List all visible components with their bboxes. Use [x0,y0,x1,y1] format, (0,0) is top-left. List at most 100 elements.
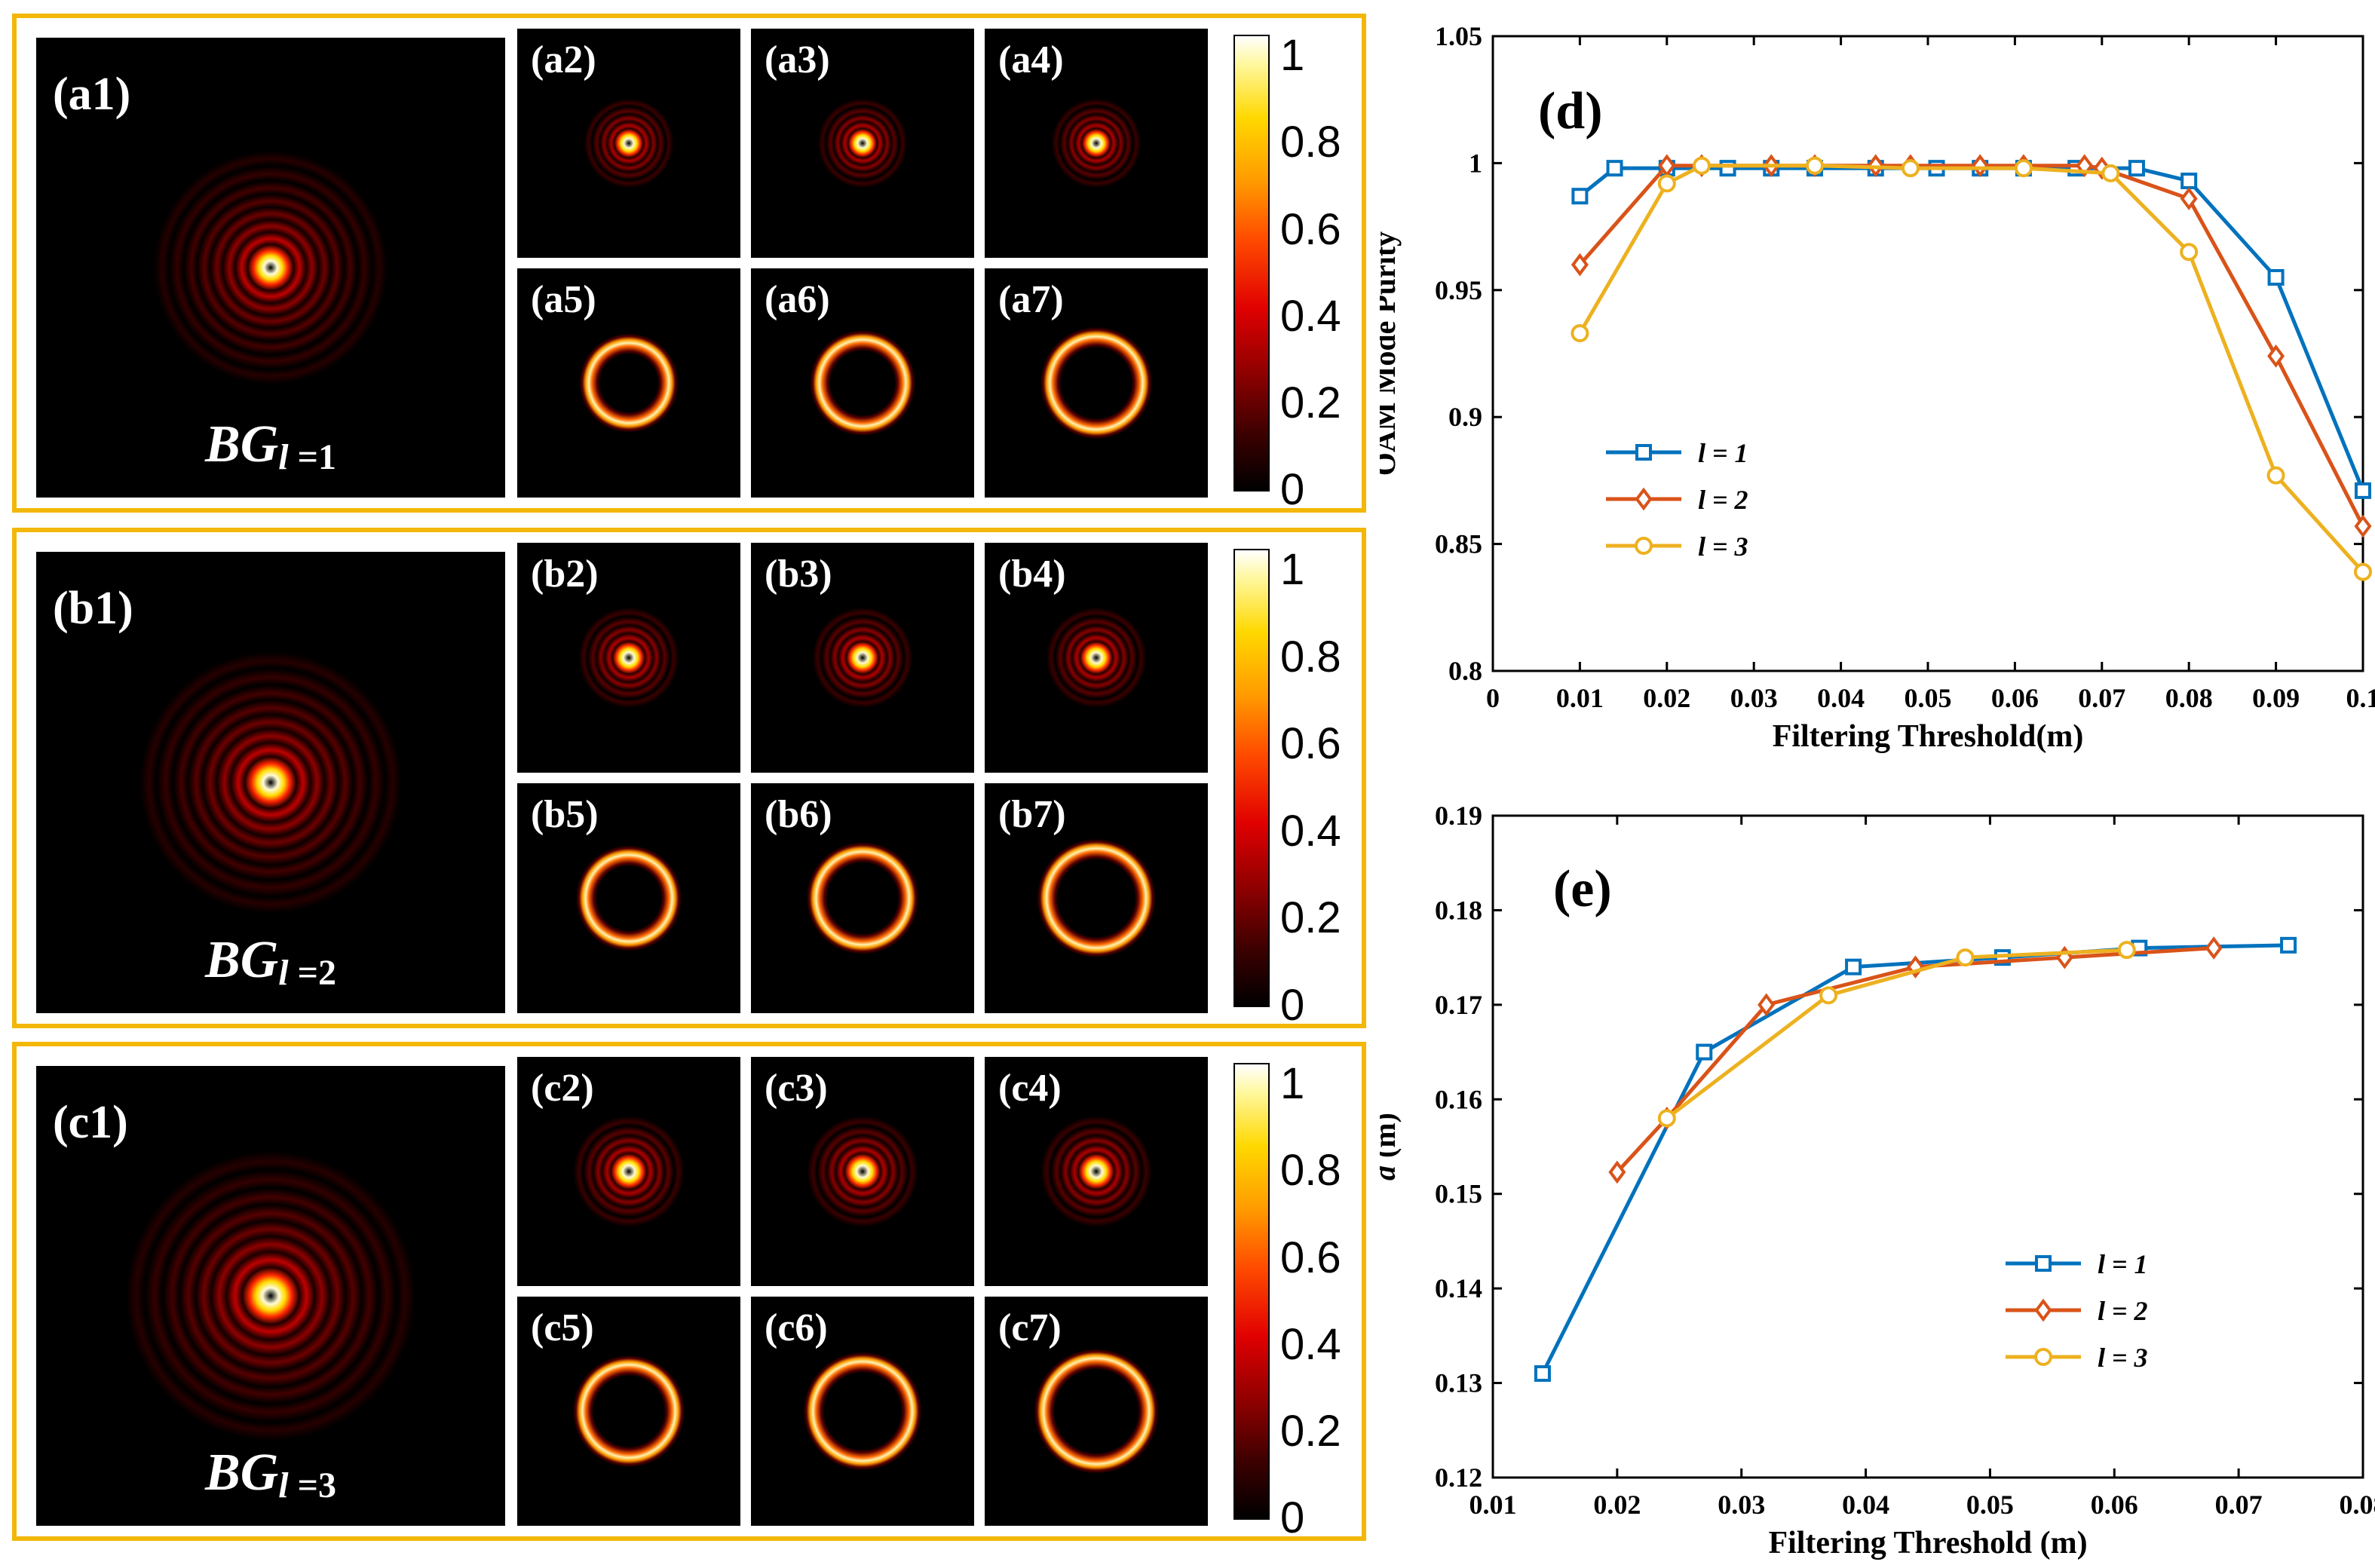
x-tick-label: 0.01 [1469,1490,1517,1520]
panel-b5: (b5) [517,783,740,1013]
marker-circle [1635,537,1653,555]
y-axis-label-var: d [1380,1165,1402,1181]
bg-subscript-value: =3 [297,1465,336,1505]
marker-circle [1901,159,1920,178]
panel-b6: (b6) [751,783,974,1013]
panel-group-b: (b1) BGl =2 (b2) (b3) (b4) (b5) (b6) (b7) 1 0.8 0.… [12,528,1366,1030]
panel-a2: (a2) [517,29,740,258]
marker-diamond [1758,993,1776,1017]
y-axis-label-unit: (m) [1380,1113,1402,1165]
panel-c4: (c4) [985,1057,1208,1286]
legend-item: l = 2 [2006,1296,2148,1326]
y-tick-label: 0.85 [1435,529,1482,559]
panel-a1: (a1) BGl =1 [36,38,505,498]
x-tick-label: 0.04 [1842,1490,1889,1520]
marker-circle [1956,948,1975,967]
marker-circle [2014,159,2033,178]
bg-subscript-l: l [278,1465,289,1505]
panel-b1: (b1) BGl =2 [36,552,505,1013]
legend-item: l = 1 [1606,438,1748,468]
x-tick-label: 0.06 [2091,1490,2138,1520]
bg-subscript-value: =1 [297,437,336,477]
x-tick-label: 0.02 [1643,683,1690,713]
panel-b3: (b3) [751,543,974,773]
y-tick-label: 0.13 [1435,1368,1482,1398]
colorbar-tick-label: 0 [1280,1493,1305,1542]
series-line [1578,164,2364,574]
x-tick-label: 0.08 [2340,1490,2375,1520]
panel-label: (a6) [765,278,830,321]
marker-circle [1819,986,1838,1005]
panel-label: (a3) [765,38,830,81]
series-3 [1571,156,2372,581]
marker-square [1606,160,1623,177]
y-tick-label: 0.16 [1435,1084,1482,1114]
colorbar-tick-label: 1 [1280,31,1305,81]
marker-square [2267,268,2285,286]
series-line [1616,946,2214,1174]
marker-square [1571,188,1589,205]
bg-subscript: l =3 [278,1465,336,1505]
panel-a5: (a5) [517,268,740,498]
marker-diamond [2267,345,2285,368]
panel-label: (c6) [765,1306,828,1349]
marker-square [2280,936,2297,954]
marker-circle [2034,1348,2052,1366]
colorbar-tick-label: 0.4 [1280,1319,1341,1369]
panel-b7: (b7) [985,783,1208,1013]
panel-label: (b6) [765,793,832,836]
legend-item: l = 1 [2006,1249,2148,1279]
legend-label: l = 3 [1698,531,1748,562]
legend-item: l = 2 [1606,485,1748,515]
bessel-gauss-label: BGl =2 [36,930,505,994]
y-tick-label: 0.17 [1435,990,1482,1020]
panel-label: (b7) [998,793,1066,836]
colorbar-tick-label: 0.6 [1280,719,1341,769]
marker-diamond [2205,936,2223,960]
panel-label: (a1) [53,69,131,120]
marker-diamond [1971,154,1989,178]
marker-circle [2180,243,2199,262]
colorbar-tick-label: 0.6 [1280,1233,1341,1282]
legend-label: l = 1 [2098,1249,2148,1279]
marker-circle [1692,156,1711,175]
marker-diamond [1635,487,1653,511]
panel-a3: (a3) [751,29,974,258]
x-tick-label: 0.01 [1556,683,1604,713]
legend-label: l = 3 [2098,1343,2148,1373]
series-2 [1608,936,2223,1184]
y-axis-label: OAM Mode Purity [1380,231,1402,476]
x-tick-label: 0.02 [1593,1490,1641,1520]
colorbar [1233,549,1270,1007]
marker-square [1719,160,1736,177]
chart-e-diameter: 0.01 0.02 0.03 0.04 0.05 0.06 0.07 0.08 0.12 0.13… [1380,801,2375,1560]
bg-base-text: BG [205,931,279,989]
panel-label: (a2) [531,38,596,81]
legend-item: l = 3 [1606,531,1748,562]
x-tick-label: 0.03 [1718,1490,1765,1520]
bg-base-text: BG [205,415,279,473]
marker-circle [1571,324,1589,343]
x-tick-label: 0.03 [1730,683,1778,713]
colorbar-tick-label: 1 [1280,545,1305,595]
panel-label: (c7) [998,1306,1062,1349]
panel-group-c: (c1) BGl =3 (c2) (c3) (c4) (c5) (c6) (c7) 1 0.8 0.… [12,1042,1366,1542]
colorbar-tick-label: 0.8 [1280,1146,1341,1196]
colorbar [1233,1063,1270,1520]
legend-label: l = 2 [2098,1296,2148,1326]
panel-b2: (b2) [517,543,740,773]
x-axis-label: Filtering Threshold(m) [1773,719,2084,754]
marker-circle [2266,466,2285,485]
colorbar [1233,35,1270,492]
chart-panel-label: (d) [1538,82,1603,140]
panel-c5: (c5) [517,1297,740,1526]
colorbar-tick-label: 0 [1280,981,1305,1030]
marker-square [1696,1043,1713,1061]
x-tick-label: 0.09 [2252,683,2300,713]
panel-c7: (c7) [985,1297,1208,1526]
colorbar-tick-label: 0.6 [1280,204,1341,254]
y-tick-label: 1.05 [1435,21,1482,51]
x-tick-label: 0 [1486,683,1500,713]
series-line [1666,948,2127,1120]
panel-a7: (a7) [985,268,1208,498]
